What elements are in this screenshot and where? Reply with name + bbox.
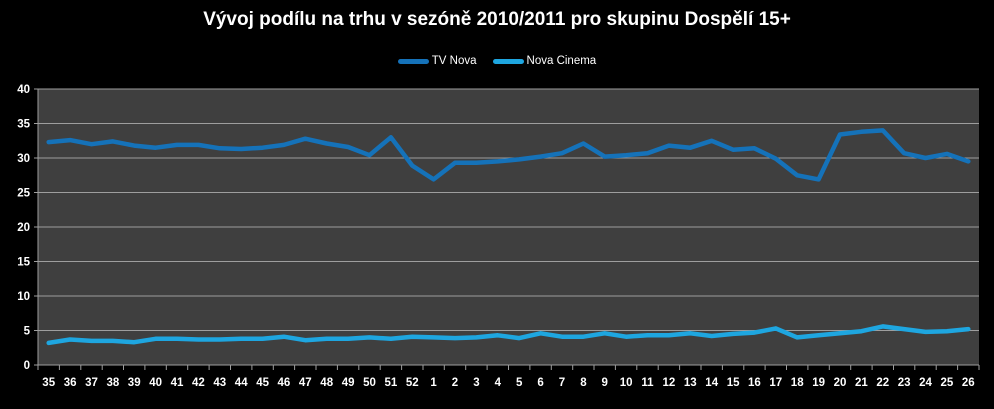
- x-axis-label: 51: [385, 377, 398, 389]
- x-axis-label: 3: [473, 377, 479, 389]
- x-axis-label: 4: [495, 377, 502, 389]
- x-axis-label: 6: [537, 377, 543, 389]
- x-axis-label: 40: [149, 377, 162, 389]
- legend-item-tv-nova: TV Nova: [397, 55, 477, 67]
- x-axis-label: 49: [342, 377, 355, 389]
- x-axis-label: 19: [812, 377, 825, 389]
- x-axis-label: 37: [85, 377, 98, 389]
- x-axis-label: 16: [748, 377, 761, 389]
- x-axis-label: 43: [213, 377, 226, 389]
- x-axis-label: 18: [791, 377, 804, 389]
- x-axis-label: 20: [834, 377, 847, 389]
- y-axis-label: 10: [17, 291, 30, 303]
- x-axis-label: 52: [406, 377, 419, 389]
- x-axis-label: 44: [235, 377, 248, 389]
- x-axis-label: 13: [684, 377, 697, 389]
- nova-cinema-line-marker-icon: [492, 58, 524, 64]
- x-axis-label: 38: [107, 377, 120, 389]
- x-axis-label: 22: [876, 377, 889, 389]
- x-axis-label: 21: [855, 377, 868, 389]
- x-axis-label: 47: [299, 377, 312, 389]
- x-axis-label: 15: [727, 377, 740, 389]
- y-axis-label: 0: [24, 360, 30, 372]
- y-axis-label: 5: [24, 326, 31, 338]
- tv-nova-line: [46, 128, 971, 182]
- x-axis-label: 26: [962, 377, 975, 389]
- nova-cinema-line: [46, 324, 971, 346]
- x-axis-label: 5: [516, 377, 523, 389]
- y-axis-label: 35: [17, 119, 30, 131]
- x-axis-label: 35: [42, 377, 55, 389]
- chart-legend: TV Nova Nova Cinema: [0, 55, 994, 67]
- x-axis-label: 39: [128, 377, 141, 389]
- x-axis-label: 25: [941, 377, 954, 389]
- x-axis-label: 9: [601, 377, 607, 389]
- x-axis-label: 36: [64, 377, 77, 389]
- x-axis-label: 41: [171, 377, 184, 389]
- x-axis-label: 12: [663, 377, 676, 389]
- x-axis-label: 8: [580, 377, 587, 389]
- x-axis-label: 1: [430, 377, 437, 389]
- x-axis-label: 14: [705, 377, 718, 389]
- x-axis-label: 11: [641, 377, 654, 389]
- x-axis-label: 48: [320, 377, 333, 389]
- x-axis-label: 42: [192, 377, 205, 389]
- x-axis-label: 50: [363, 377, 376, 389]
- x-axis-label: 23: [898, 377, 911, 389]
- legend-label-nova-cinema: Nova Cinema: [526, 55, 597, 67]
- legend-item-nova-cinema: Nova Cinema: [492, 55, 597, 67]
- legend-label-tv-nova: TV Nova: [431, 55, 477, 67]
- x-axis-label: 17: [769, 377, 782, 389]
- y-axis-label: 25: [17, 188, 30, 200]
- x-axis-label: 7: [559, 377, 565, 389]
- y-axis-label: 20: [17, 222, 30, 234]
- x-axis-label: 46: [278, 377, 291, 389]
- x-axis-label: 45: [256, 377, 269, 389]
- x-axis-label: 24: [919, 377, 932, 389]
- x-axis-label: 2: [452, 377, 458, 389]
- y-axis-label: 30: [17, 153, 30, 165]
- x-axis-label: 10: [620, 377, 633, 389]
- y-axis-label: 40: [17, 84, 30, 96]
- y-axis-label: 15: [17, 257, 30, 269]
- chart-title: Vývoj podílu na trhu v sezóně 2010/2011 …: [203, 9, 791, 30]
- tv-nova-line-marker-icon: [397, 58, 429, 64]
